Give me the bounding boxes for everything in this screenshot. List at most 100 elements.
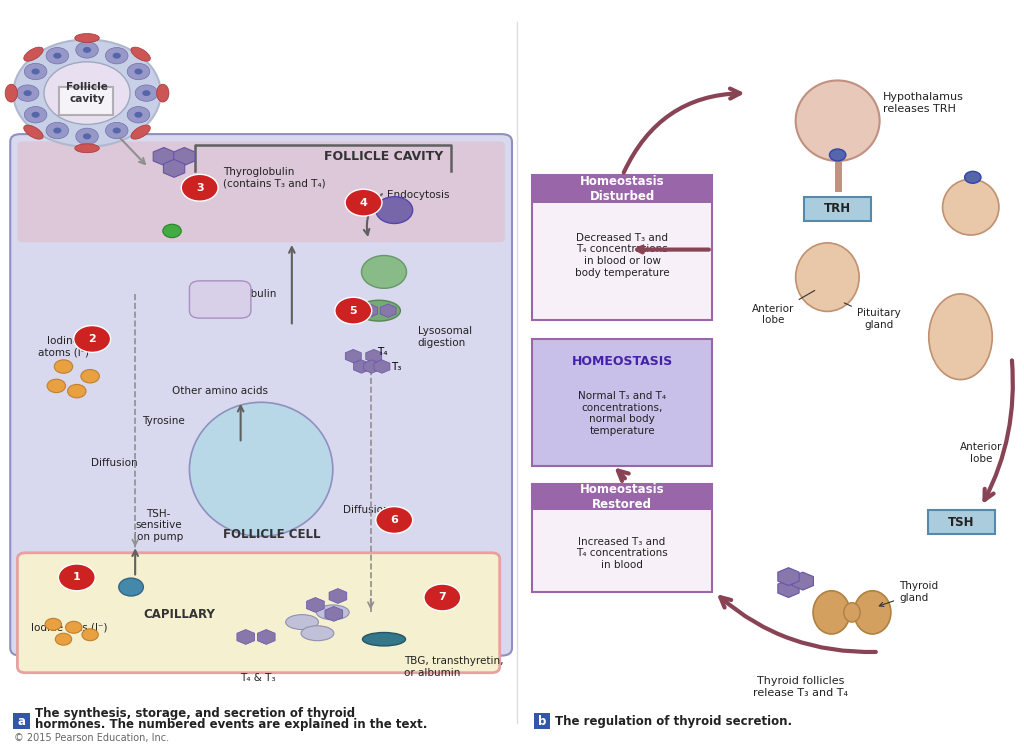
Text: 2: 2 [88,334,96,344]
Text: T₄ & T₃: T₄ & T₃ [241,673,275,683]
Text: Increased T₃ and
T₄ concentrations
in blood: Increased T₃ and T₄ concentrations in bl… [577,536,668,570]
Circle shape [32,112,40,118]
Circle shape [47,379,66,393]
Text: Tyrosine: Tyrosine [142,416,185,426]
Circle shape [113,53,121,59]
Text: Endocytosis: Endocytosis [387,190,450,200]
FancyBboxPatch shape [17,553,500,673]
Circle shape [113,127,121,133]
Circle shape [76,128,98,145]
Text: TSH-
sensitive
ion pump: TSH- sensitive ion pump [134,509,183,542]
Text: 6: 6 [390,515,398,525]
Text: Anterior
lobe: Anterior lobe [752,291,815,325]
Circle shape [66,621,82,633]
Circle shape [53,127,61,133]
Circle shape [46,122,69,139]
Text: Thyroglobulin
(contains T₃ and T₄): Thyroglobulin (contains T₃ and T₄) [223,167,326,188]
Bar [59,87,113,115]
Text: b: b [538,714,546,728]
Ellipse shape [5,84,17,102]
Circle shape [142,90,151,96]
Text: 7: 7 [438,592,446,603]
Text: T₃: T₃ [391,361,401,372]
Circle shape [76,42,98,58]
Circle shape [829,149,846,161]
Circle shape [163,224,181,238]
Ellipse shape [24,47,43,61]
Text: Decreased T₃ and
T₄ concentrations
in blood or low
body temperature: Decreased T₃ and T₄ concentrations in bl… [574,232,670,278]
Text: Iodine
atoms (I⁰): Iodine atoms (I⁰) [38,336,89,357]
Circle shape [361,256,407,288]
Text: TSH: TSH [948,516,975,529]
Text: Diffusion: Diffusion [91,458,138,469]
Ellipse shape [75,144,99,153]
Text: Pituitary
gland: Pituitary gland [844,303,900,329]
Circle shape [376,507,413,533]
Circle shape [83,47,91,53]
FancyBboxPatch shape [534,713,550,729]
Text: hormones. The numbered events are explained in the text.: hormones. The numbered events are explai… [35,717,427,731]
Circle shape [119,578,143,596]
Circle shape [81,370,99,383]
FancyArrowPatch shape [617,471,629,481]
Ellipse shape [929,294,992,380]
Circle shape [135,85,158,101]
Text: 4: 4 [359,197,368,208]
Ellipse shape [75,34,99,42]
FancyBboxPatch shape [532,339,712,466]
Ellipse shape [301,626,334,641]
Text: CAPILLARY: CAPILLARY [143,608,215,621]
Text: TBG, transthyretin,
or albumin: TBG, transthyretin, or albumin [404,656,504,677]
Ellipse shape [131,125,151,139]
Circle shape [965,171,981,183]
Circle shape [74,326,111,352]
FancyBboxPatch shape [17,142,505,242]
Text: Other amino acids: Other amino acids [172,386,268,396]
Ellipse shape [813,591,850,634]
Circle shape [127,107,150,123]
Circle shape [54,360,73,373]
Ellipse shape [131,47,151,61]
Circle shape [345,189,382,216]
Circle shape [68,384,86,398]
Text: Lysosomal
digestion: Lysosomal digestion [418,326,472,347]
Ellipse shape [844,603,860,622]
Text: 1: 1 [73,572,81,583]
Circle shape [105,48,128,64]
Text: Normal T₃ and T₄
concentrations,
normal body
temperature: Normal T₃ and T₄ concentrations, normal … [578,391,667,436]
Ellipse shape [362,633,406,646]
FancyBboxPatch shape [189,281,251,318]
Circle shape [13,39,161,147]
Ellipse shape [796,80,880,161]
Text: TRH: TRH [824,202,851,215]
FancyBboxPatch shape [532,484,712,592]
Circle shape [24,90,32,96]
Circle shape [45,618,61,630]
FancyBboxPatch shape [532,484,712,510]
Ellipse shape [316,605,349,620]
Circle shape [25,63,47,80]
Circle shape [58,564,95,591]
Text: T₄: T₄ [377,346,387,357]
FancyBboxPatch shape [10,134,512,656]
FancyBboxPatch shape [532,175,712,203]
Circle shape [16,85,39,101]
FancyBboxPatch shape [13,713,30,729]
Text: Anterior
lobe: Anterior lobe [959,443,1002,463]
Text: © 2015 Pearson Education, Inc.: © 2015 Pearson Education, Inc. [14,732,169,743]
Ellipse shape [942,180,998,235]
Circle shape [376,197,413,224]
FancyArrowPatch shape [624,89,740,173]
Circle shape [44,62,130,124]
Text: Thyroid
gland: Thyroid gland [880,582,938,606]
Circle shape [46,48,69,64]
FancyBboxPatch shape [928,510,995,534]
Ellipse shape [157,84,169,102]
Circle shape [424,584,461,611]
Circle shape [181,174,218,201]
Text: Thyroglobulin: Thyroglobulin [205,289,276,299]
Text: Thyroid follicles
release T₃ and T₄: Thyroid follicles release T₃ and T₄ [754,676,848,697]
Text: FOLLICLE CELL: FOLLICLE CELL [222,528,321,542]
Circle shape [53,53,61,59]
Text: Follicle
cavity: Follicle cavity [67,83,108,104]
